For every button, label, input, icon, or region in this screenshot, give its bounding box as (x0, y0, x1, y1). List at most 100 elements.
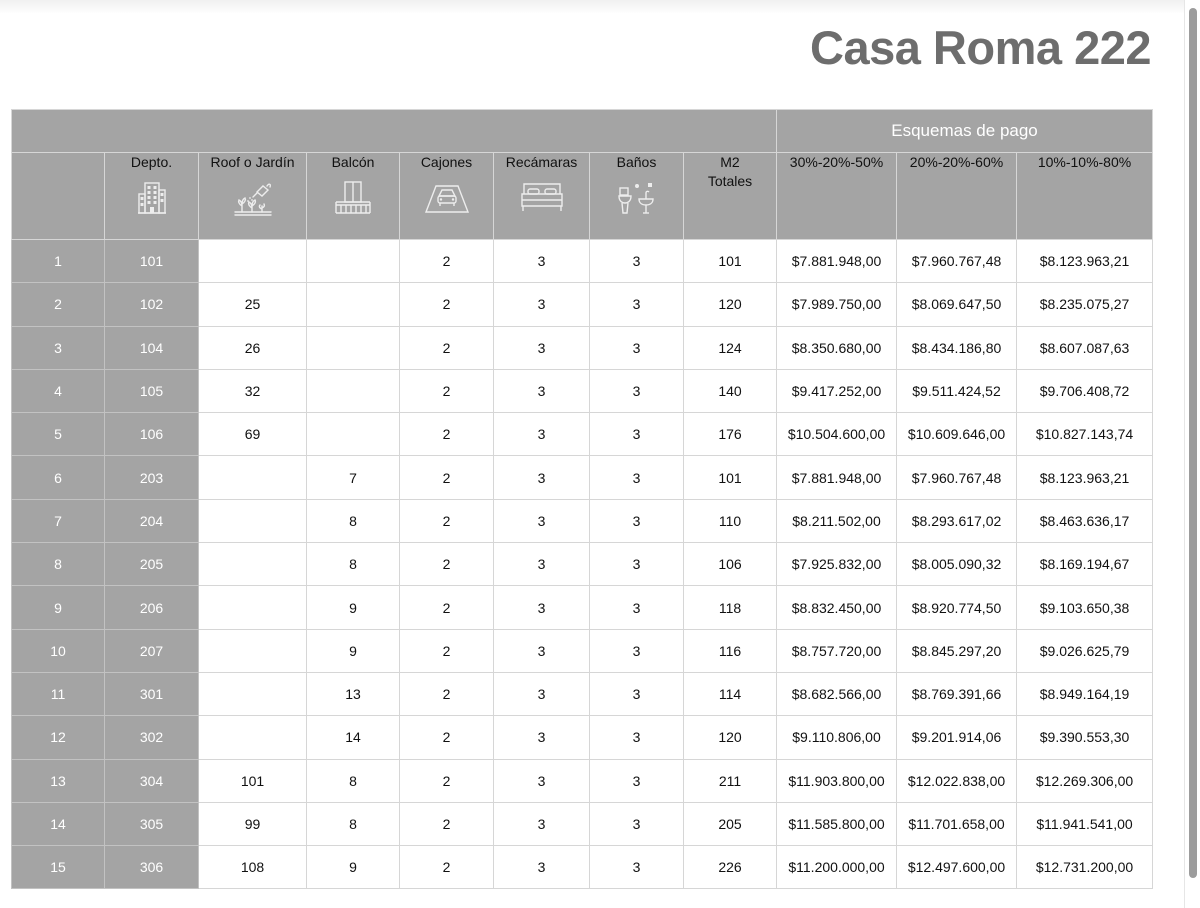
plan3-price-cell: $9.026.625,79 (1015, 628, 1154, 673)
plan3-price-cell: $9.706.408,72 (1015, 368, 1154, 414)
plan2-price-cell: $8.005.090,32 (896, 542, 1017, 587)
plan3-price-cell: $8.169.194,67 (1015, 542, 1154, 587)
header-roof: Roof o Jardín (198, 152, 307, 240)
table-body: 1 101 2 3 3 101 $7.881.948,00 $7.960.767,48 $8.1… (11, 238, 1154, 890)
recamaras-cell: 3 (493, 715, 590, 760)
m2-cell: 120 (683, 715, 777, 760)
banos-cell: 3 (589, 671, 684, 717)
cajones-cell: 2 (399, 628, 494, 673)
plan3-price-cell: $8.123.963,21 (1015, 455, 1154, 500)
roof-cell (198, 671, 307, 717)
table-row: 10 207 9 2 3 3 116 $8.757.720,00 $8.845.297,20 $9… (11, 628, 1154, 673)
depto-cell: 301 (104, 671, 199, 717)
row-number-cell: 10 (11, 628, 105, 673)
payment-schemes-header: Esquemas de pago (775, 109, 1154, 153)
balcon-cell: 13 (306, 671, 400, 717)
m2-cell: 120 (683, 282, 777, 327)
table-row: 7 204 8 2 3 3 110 $8.211.502,00 $8.293.617,02 $8.… (11, 498, 1154, 544)
balcon-cell: 9 (306, 845, 400, 890)
plan1-price-cell: $8.682.566,00 (776, 671, 897, 717)
roof-cell (198, 628, 307, 673)
header-balcon: Balcón (306, 152, 400, 240)
roof-cell: 26 (198, 325, 307, 370)
roof-cell (198, 238, 307, 284)
recamaras-cell: 3 (493, 671, 590, 717)
header-columns-row: Depto. (11, 152, 1154, 240)
depto-cell: 305 (104, 801, 199, 847)
banos-cell: 3 (589, 368, 684, 414)
banos-cell: 3 (589, 498, 684, 544)
recamaras-cell: 3 (493, 238, 590, 284)
cajones-cell: 2 (399, 801, 494, 847)
m2-cell: 106 (683, 542, 777, 587)
row-number-cell: 11 (11, 671, 105, 717)
roof-cell (198, 455, 307, 500)
roof-cell: 32 (198, 368, 307, 414)
plan2-price-cell: $11.701.658,00 (896, 801, 1017, 847)
table-row: 6 203 7 2 3 3 101 $7.881.948,00 $7.960.767,48 $8.… (11, 455, 1154, 500)
plan3-price-cell: $8.235.075,27 (1015, 282, 1154, 327)
roof-cell (198, 715, 307, 760)
plan1-price-cell: $7.881.948,00 (776, 455, 897, 500)
row-number-cell: 5 (11, 412, 105, 457)
header-cajones-label: Cajones (420, 154, 473, 170)
plan2-price-cell: $9.201.914,06 (896, 715, 1017, 760)
balcon-cell: 14 (306, 715, 400, 760)
balcon-cell: 8 (306, 758, 400, 803)
balcon-cell: 8 (306, 542, 400, 587)
garden-watering-icon (233, 183, 272, 216)
table-row: 5 106 69 2 3 3 176 $10.504.600,00 $10.609.646,00… (11, 412, 1154, 457)
recamaras-cell: 3 (493, 542, 590, 587)
m2-cell: 211 (683, 758, 777, 803)
plan2-price-cell: $12.022.838,00 (896, 758, 1017, 803)
header-roof-label: Roof o Jardín (210, 154, 295, 170)
depto-cell: 306 (104, 845, 199, 890)
plan1-price-cell: $7.925.832,00 (776, 542, 897, 587)
row-number-cell: 12 (11, 715, 105, 760)
row-number-cell: 1 (11, 238, 105, 284)
roof-cell (198, 542, 307, 587)
balcon-cell: 9 (306, 585, 400, 630)
plan3-price-cell: $12.731.200,00 (1015, 845, 1154, 890)
top-band (0, 0, 1184, 14)
balcon-cell (306, 325, 400, 370)
plan1-price-cell: $7.989.750,00 (776, 282, 897, 327)
plan1-price-cell: $11.903.800,00 (776, 758, 897, 803)
header-cajones: Cajones (399, 152, 494, 240)
depto-cell: 206 (104, 585, 199, 630)
bathroom-icon (617, 183, 654, 214)
table-row: 13 304 101 8 2 3 3 211 $11.903.800,00 $12.022.838… (11, 758, 1154, 803)
banos-cell: 3 (589, 801, 684, 847)
recamaras-cell: 3 (493, 368, 590, 414)
depto-cell: 203 (104, 455, 199, 500)
depto-cell: 302 (104, 715, 199, 760)
balcony-icon (335, 181, 371, 214)
row-number-cell: 6 (11, 455, 105, 500)
balcon-cell: 8 (306, 801, 400, 847)
roof-cell (198, 585, 307, 630)
balcon-cell (306, 368, 400, 414)
pricing-table: Esquemas de pago Depto. (11, 109, 1154, 890)
balcon-cell: 9 (306, 628, 400, 673)
plan2-price-cell: $7.960.767,48 (896, 455, 1017, 500)
cajones-cell: 2 (399, 412, 494, 457)
vertical-scrollbar[interactable] (1184, 0, 1200, 908)
recamaras-cell: 3 (493, 628, 590, 673)
header-m2-line2: Totales (707, 173, 753, 189)
header-index (11, 152, 105, 240)
header-m2-line1: M2 (720, 154, 740, 170)
cajones-cell: 2 (399, 845, 494, 890)
plan2-price-cell: $8.769.391,66 (896, 671, 1017, 717)
row-number-cell: 2 (11, 282, 105, 327)
depto-cell: 204 (104, 498, 199, 544)
plan3-price-cell: $9.390.553,30 (1015, 715, 1154, 760)
plan3-price-cell: $9.103.650,38 (1015, 585, 1154, 630)
m2-cell: 124 (683, 325, 777, 370)
page-title: Casa Roma 222 (810, 21, 1151, 74)
header-recamaras: Recámaras (493, 152, 590, 240)
scrollbar-thumb[interactable] (1189, 8, 1197, 878)
banos-cell: 3 (589, 412, 684, 457)
balcon-cell (306, 282, 400, 327)
plan2-price-cell: $8.069.647,50 (896, 282, 1017, 327)
m2-cell: 140 (683, 368, 777, 414)
